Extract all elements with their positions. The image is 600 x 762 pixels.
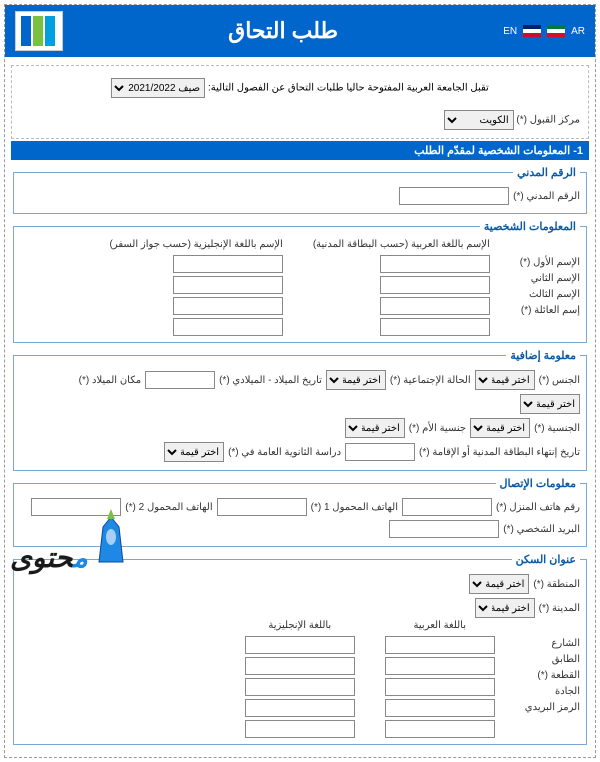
postal-label: الرمز البريدي — [525, 702, 580, 713]
additional-legend: معلومة إضافية — [506, 349, 580, 362]
id-expiry-input[interactable] — [345, 443, 415, 461]
addr-ar-header: باللغة العربية — [385, 620, 495, 631]
uk-flag-icon[interactable] — [523, 25, 541, 37]
email-label: البريد الشخصي (*) — [503, 524, 580, 535]
email-input[interactable] — [389, 520, 499, 538]
first-name-ar-input[interactable] — [380, 255, 490, 273]
contact-legend: معلومات الإتصال — [496, 477, 580, 490]
lang-ar-label[interactable]: AR — [571, 26, 585, 37]
dob-input[interactable] — [145, 371, 215, 389]
city-select[interactable]: اختر قيمة — [475, 598, 535, 618]
home-phone-input[interactable] — [402, 498, 492, 516]
gender-label: الجنس (*) — [539, 375, 580, 386]
address-legend: عنوان السكن — [512, 553, 580, 566]
intro-prefix: تقبل الجامعة العربية المفتوحة حاليا طلبا… — [208, 83, 489, 94]
additional-info-fieldset: معلومة إضافية الجنس (*) اختر قيمة الحالة… — [13, 349, 587, 471]
avenue-label: الجادة — [525, 686, 580, 697]
center-select[interactable]: الكويت — [444, 110, 514, 130]
family-name-ar-input[interactable] — [380, 318, 490, 336]
language-bar: EN AR — [503, 25, 585, 37]
floor-ar-input[interactable] — [385, 657, 495, 675]
street-label: الشارع — [525, 638, 580, 649]
marital-select[interactable]: اختر قيمة — [326, 370, 386, 390]
mother-nat-label: جنسية الأم (*) — [409, 423, 466, 434]
semester-select[interactable]: صيف 2021/2022 — [111, 78, 205, 98]
section-1-header: 1- المعلومات الشخصية لمقدّم الطلب — [11, 141, 589, 160]
mobile2-input[interactable] — [31, 498, 121, 516]
personal-info-fieldset: المعلومات الشخصية الإسم الأول (*) الإسم … — [13, 220, 587, 343]
arabic-name-header: الإسم باللغة العربية (حسب البطاقة المدني… — [313, 239, 490, 250]
mobile1-label: الهاتف المحمول 1 (*) — [311, 502, 398, 513]
hs-country-label: دراسة الثانوية العامة في (*) — [228, 447, 341, 458]
nationality-label: الجنسية (*) — [534, 423, 580, 434]
avenue-en-input[interactable] — [245, 699, 355, 717]
contact-fieldset: معلومات الإتصال رقم هاتف المنزل (*) الها… — [13, 477, 587, 547]
civil-id-input[interactable] — [399, 187, 509, 205]
second-name-ar-input[interactable] — [380, 276, 490, 294]
english-name-header: الإسم باللغة الإنجليزية (حسب جواز السفر) — [109, 239, 282, 250]
hs-country-select[interactable]: اختر قيمة — [164, 442, 224, 462]
page-header: EN AR طلب التحاق — [5, 5, 595, 57]
id-expiry-label: تاريخ إنتهاء البطاقة المدنية أو الإقامة … — [419, 447, 580, 458]
family-name-en-input[interactable] — [173, 318, 283, 336]
pob-select[interactable]: اختر قيمة — [520, 394, 580, 414]
personal-legend: المعلومات الشخصية — [480, 220, 580, 233]
address-fieldset: عنوان السكن المنطقة (*) اختر قيمة المدين… — [13, 553, 587, 745]
lang-en-label[interactable]: EN — [503, 26, 517, 37]
aou-logo — [15, 11, 63, 51]
area-select[interactable]: اختر قيمة — [469, 574, 529, 594]
marital-label: الحالة الإجتماعية (*) — [390, 375, 471, 386]
center-label: مركز القبول (*) — [516, 115, 580, 126]
intro-text: تقبل الجامعة العربية المفتوحة حاليا طلبا… — [16, 70, 584, 106]
floor-en-input[interactable] — [245, 657, 355, 675]
mobile1-input[interactable] — [217, 498, 307, 516]
street-ar-input[interactable] — [385, 636, 495, 654]
postal-ar-input[interactable] — [385, 720, 495, 738]
mother-nat-select[interactable]: اختر قيمة — [345, 418, 405, 438]
civil-id-fieldset: الرقم المدني الرقم المدني (*) — [13, 166, 587, 214]
first-name-en-input[interactable] — [173, 255, 283, 273]
family-name-label: إسم العائلة (*) — [520, 305, 580, 316]
home-phone-label: رقم هاتف المنزل (*) — [496, 502, 580, 513]
page-title: طلب التحاق — [228, 18, 338, 44]
dob-label: تاريخ الميلاد - الميلادي (*) — [219, 375, 322, 386]
block-en-input[interactable] — [245, 678, 355, 696]
civil-id-label: الرقم المدني (*) — [513, 191, 580, 202]
nationality-select[interactable]: اختر قيمة — [470, 418, 530, 438]
block-label: القطعة (*) — [525, 670, 580, 681]
civil-legend: الرقم المدني — [513, 166, 580, 179]
second-name-label: الإسم الثاني — [520, 273, 580, 284]
city-label: المدينة (*) — [539, 603, 580, 614]
gender-select[interactable]: اختر قيمة — [475, 370, 535, 390]
street-en-input[interactable] — [245, 636, 355, 654]
mobile2-label: الهاتف المحمول 2 (*) — [125, 502, 212, 513]
second-name-en-input[interactable] — [173, 276, 283, 294]
first-name-label: الإسم الأول (*) — [520, 257, 580, 268]
admission-center-row: مركز القبول (*) الكويت — [16, 106, 584, 134]
area-label: المنطقة (*) — [533, 579, 580, 590]
pob-label: مكان الميلاد (*) — [79, 375, 141, 386]
floor-label: الطابق — [525, 654, 580, 665]
addr-en-header: باللغة الإنجليزية — [245, 620, 355, 631]
third-name-en-input[interactable] — [173, 297, 283, 315]
avenue-ar-input[interactable] — [385, 699, 495, 717]
third-name-ar-input[interactable] — [380, 297, 490, 315]
kuwait-flag-icon[interactable] — [547, 25, 565, 37]
postal-en-input[interactable] — [245, 720, 355, 738]
third-name-label: الإسم الثالث — [520, 289, 580, 300]
block-ar-input[interactable] — [385, 678, 495, 696]
